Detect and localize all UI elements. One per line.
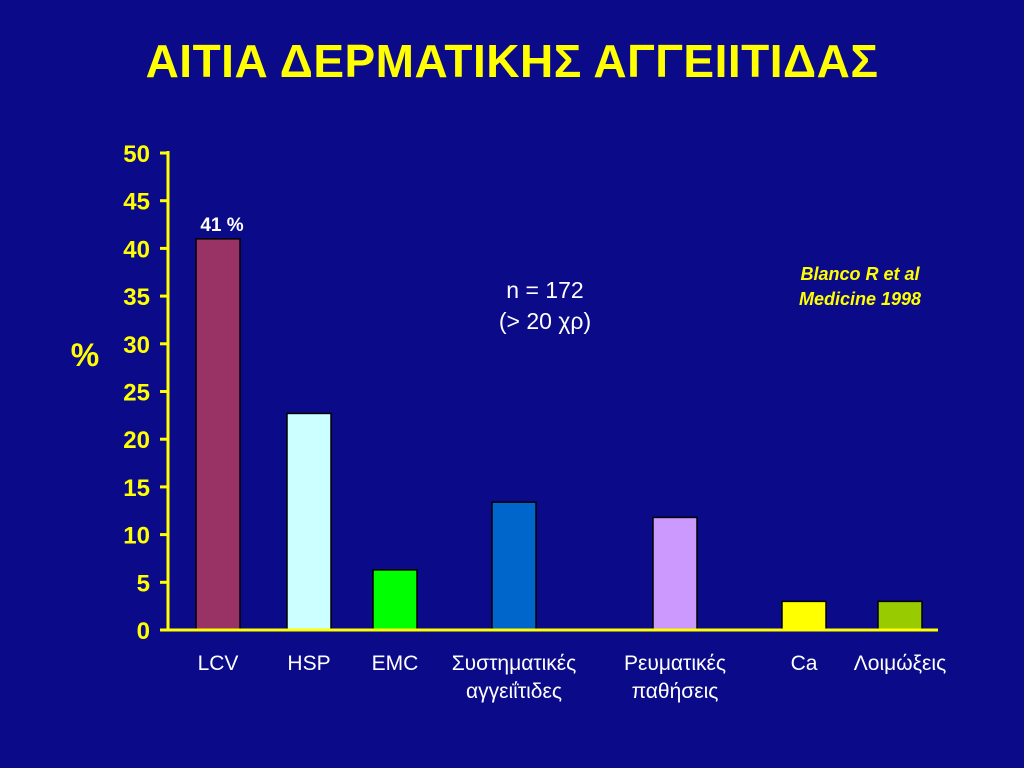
y-tick-label: 35 bbox=[123, 284, 150, 311]
citation-source: Medicine 1998 bbox=[798, 289, 922, 309]
x-tick-label: EMC bbox=[372, 652, 419, 675]
x-tick-label-line: παθήσεις bbox=[632, 680, 719, 703]
x-tick-label-line: Ca bbox=[791, 652, 818, 675]
sample-size-line: n = 172 bbox=[506, 277, 584, 303]
x-tick-label-line: LCV bbox=[198, 652, 239, 675]
age-criterion-line: (> 20 χρ) bbox=[498, 308, 592, 334]
x-tick-label-line: Συστηματικές bbox=[452, 652, 577, 675]
x-tick-label-line: HSP bbox=[287, 652, 330, 675]
x-tick-label-line: Λοιμώξεις bbox=[854, 652, 946, 675]
x-tick-label: Ρευματικές παθήσεις bbox=[624, 652, 726, 703]
x-tick-label-line: Ρευματικές bbox=[624, 652, 726, 675]
y-tick-label: 25 bbox=[123, 380, 150, 407]
y-tick-label: 15 bbox=[123, 475, 150, 502]
y-tick-label: 45 bbox=[123, 189, 150, 216]
x-tick-label: Ca bbox=[791, 652, 818, 675]
y-tick-label: 10 bbox=[123, 523, 150, 550]
x-tick-label-line: EMC bbox=[372, 652, 419, 675]
citation-authors: Blanco R et al bbox=[800, 264, 920, 284]
bar bbox=[652, 516, 698, 631]
y-tick-label: 50 bbox=[123, 141, 150, 168]
data-label: 41 % bbox=[200, 215, 243, 236]
y-tick-label: 5 bbox=[137, 570, 150, 597]
y-axis-label: % bbox=[71, 337, 99, 373]
y-tick-label: 20 bbox=[123, 427, 150, 454]
x-tick-label: Συστηματικές αγγειΐτιδες bbox=[452, 652, 577, 703]
y-tick-label: 0 bbox=[137, 618, 150, 645]
y-tick-label: 40 bbox=[123, 236, 150, 263]
bar bbox=[195, 238, 241, 631]
bar bbox=[372, 569, 418, 631]
citation: Blanco R et al Medicine 1998 bbox=[760, 262, 960, 312]
x-tick-label: LCV bbox=[198, 652, 239, 675]
bar bbox=[491, 501, 537, 631]
bar bbox=[877, 600, 923, 631]
y-tick-label: 30 bbox=[123, 332, 150, 359]
x-tick-label-line: αγγειΐτιδες bbox=[466, 680, 562, 703]
x-tick-label: Λοιμώξεις bbox=[854, 652, 946, 675]
bar bbox=[781, 600, 827, 631]
x-tick-label: HSP bbox=[287, 652, 330, 675]
bar bbox=[286, 412, 332, 631]
slide-title: ΑΙΤΙΑ ΔΕΡΜΑΤΙΚΗΣ ΑΓΓΕΙΙΤΙΔΑΣ bbox=[145, 35, 879, 87]
sample-size-note: n = 172 (> 20 χρ) bbox=[470, 275, 620, 337]
